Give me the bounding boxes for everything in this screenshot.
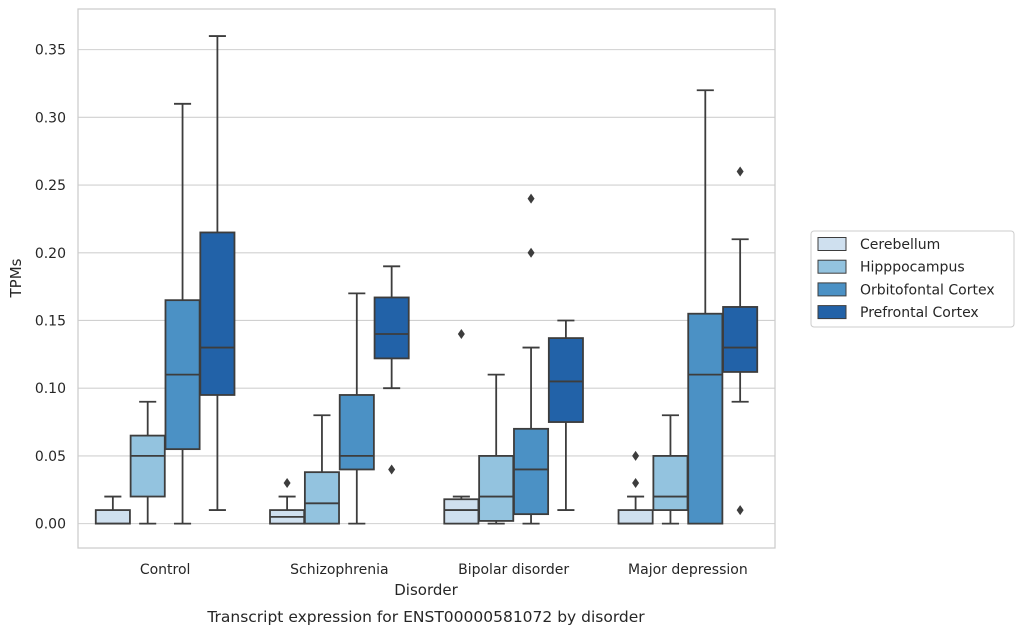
legend-label: Prefrontal Cortex	[860, 305, 979, 321]
y-tick-label: 0.15	[35, 313, 66, 329]
y-tick-label: 0.10	[35, 381, 66, 397]
x-axis: Control Schizophrenia Bipolar disorder Majo…	[140, 562, 748, 578]
legend-label: Orbitofontal Cortex	[860, 282, 995, 298]
box-iqr	[478, 455, 515, 522]
box-iqr	[687, 312, 724, 525]
box-iqr	[303, 471, 340, 525]
box-cerebellum	[617, 450, 654, 525]
box-prefrontal-cortex	[373, 265, 410, 475]
outlier-marker	[632, 450, 640, 461]
box-iqr	[513, 427, 550, 516]
box-cerebellum	[269, 477, 306, 525]
box-cerebellum	[443, 329, 480, 525]
box-orbitofontal-cortex	[513, 193, 550, 525]
legend-swatch	[817, 282, 847, 297]
chart-caption: Transcript expression for ENST0000058107…	[206, 608, 645, 626]
box-iqr	[373, 296, 410, 360]
legend-frame	[810, 230, 1015, 328]
outlier-marker	[527, 247, 535, 258]
y-tick-label: 0.05	[35, 449, 66, 465]
box-iqr	[129, 434, 166, 498]
legend-swatch	[817, 305, 847, 320]
box-iqr	[443, 498, 480, 525]
legend-swatch	[817, 259, 847, 274]
y-axis-title: TPMs	[7, 258, 25, 298]
legend-swatch	[817, 237, 847, 251]
y-tick-label: 0.30	[35, 110, 66, 126]
box-hipppocampus	[303, 414, 340, 525]
outlier-marker	[283, 477, 291, 488]
box-iqr	[547, 337, 584, 423]
box-hipppocampus	[129, 400, 166, 525]
plot-frame	[77, 8, 776, 549]
x-tick-label: Major depression	[628, 562, 748, 578]
x-axis-title: Disorder	[394, 581, 458, 599]
outlier-marker	[388, 464, 396, 475]
box-iqr	[722, 306, 759, 373]
box-orbitofontal-cortex	[687, 89, 724, 525]
y-axis: 0.00 0.05 0.10 0.15 0.20 0.25 0.30 0.35	[35, 43, 66, 533]
x-tick-label: Schizophrenia	[290, 562, 388, 578]
box-hipppocampus	[652, 414, 689, 525]
plot-area	[94, 35, 759, 525]
y-tick-label: 0.35	[35, 43, 66, 59]
x-tick-label: Bipolar disorder	[458, 562, 569, 578]
box-prefrontal-cortex	[547, 319, 584, 511]
box-iqr	[617, 509, 654, 525]
outlier-marker	[736, 505, 744, 516]
box-prefrontal-cortex	[199, 35, 236, 511]
y-tick-label: 0.00	[35, 517, 66, 533]
legend-label: Hipppocampus	[860, 260, 965, 276]
legend-label: Cerebellum	[860, 237, 940, 253]
box-cerebellum	[94, 495, 131, 525]
box-iqr	[338, 394, 375, 471]
outlier-marker	[457, 329, 465, 340]
x-tick-label: Control	[140, 562, 191, 578]
box-hipppocampus	[478, 373, 515, 525]
box-orbitofontal-cortex	[164, 102, 201, 525]
box-iqr	[199, 231, 236, 396]
outlier-marker	[527, 193, 535, 204]
y-tick-label: 0.25	[35, 178, 66, 194]
legend: Cerebellum Hipppocampus Orbitofontal Corte…	[810, 230, 1015, 328]
box-iqr	[652, 455, 689, 511]
box-iqr	[94, 509, 131, 525]
y-tick-label: 0.20	[35, 246, 66, 262]
box-orbitofontal-cortex	[338, 292, 375, 525]
outlier-marker	[736, 166, 744, 177]
outlier-marker	[632, 477, 640, 488]
box-prefrontal-cortex	[722, 166, 759, 516]
